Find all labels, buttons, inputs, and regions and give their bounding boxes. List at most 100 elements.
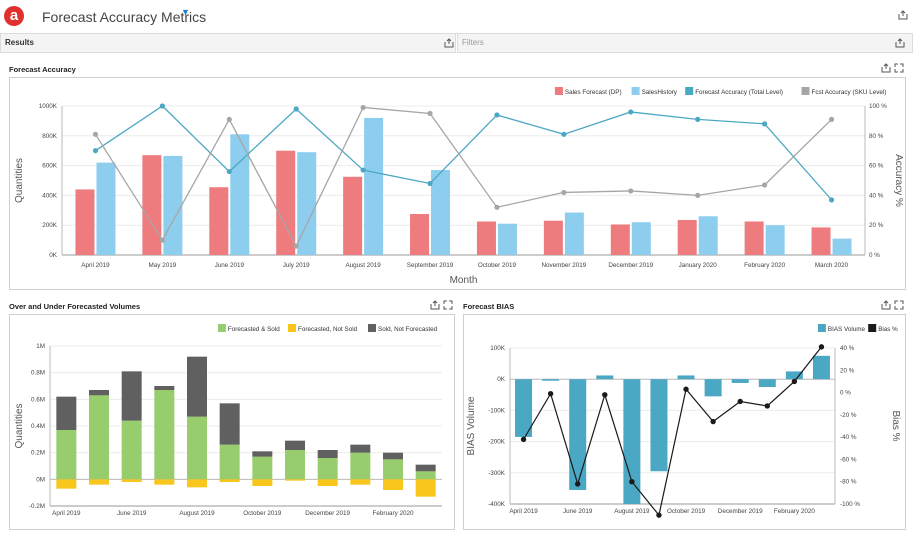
- y2-tick-label: 20 %: [840, 367, 855, 374]
- line-point: [683, 386, 689, 392]
- line-point: [494, 112, 500, 118]
- y-tick-label: 800K: [42, 133, 58, 140]
- legend-swatch: [554, 87, 563, 95]
- bar: [96, 162, 116, 255]
- filter-icon[interactable]: ▼: [181, 7, 190, 17]
- export-icon[interactable]: [881, 63, 891, 73]
- x-tick-label: April 2019: [52, 510, 81, 517]
- bar: [252, 451, 273, 457]
- bar: [698, 216, 718, 255]
- legend-swatch: [685, 87, 694, 95]
- maximize-icon[interactable]: [894, 63, 904, 73]
- x-tick-label: July 2019: [283, 262, 310, 269]
- line-point: [92, 148, 99, 154]
- line-point: [791, 378, 798, 385]
- panel-title-forecast-bias: Forecast BIAS: [463, 302, 515, 311]
- x-tick-label: June 2019: [117, 510, 147, 517]
- maximize-icon[interactable]: [443, 300, 453, 310]
- line-point: [828, 116, 835, 123]
- bar: [515, 379, 533, 437]
- legend-label: Forecasted, Not Sold: [298, 326, 358, 333]
- results-label: Results: [5, 38, 34, 47]
- line-point: [695, 116, 701, 123]
- bar: [812, 355, 830, 380]
- line-point: [828, 197, 835, 203]
- bar: [765, 225, 785, 255]
- line-point: [293, 243, 299, 249]
- y-tick-label: 600K: [42, 163, 58, 170]
- x-tick-label: August 2019: [179, 510, 215, 517]
- filters-strip: Filters: [457, 33, 913, 53]
- bar: [476, 221, 496, 255]
- top-bar: a Forecast Accuracy Metrics ▼: [0, 0, 913, 34]
- bar: [187, 479, 207, 488]
- line-point: [575, 481, 581, 487]
- y2-tick-label: 60 %: [869, 163, 884, 170]
- y-tick-label: -400K: [488, 501, 506, 508]
- line-point: [628, 109, 634, 115]
- x-tick-label: October 2019: [478, 262, 517, 269]
- export-icon[interactable]: [430, 300, 440, 310]
- forecast-bias-svg: -400K -300K -200K -100K 0K 100K -100 % -80 % -60…: [466, 324, 901, 518]
- bar: [383, 452, 403, 460]
- legend-swatch: [817, 324, 826, 332]
- export-icon[interactable]: [895, 38, 905, 48]
- legend-swatch: [368, 324, 376, 332]
- y2-tick-label: -60 %: [840, 456, 857, 463]
- chart-over-under: -0.2M 0M 0.2M 0.4M 0.6M 0.8M 1M April 2019 June …: [9, 314, 455, 530]
- maximize-icon[interactable]: [894, 300, 904, 310]
- y-tick-label: 1000K: [39, 103, 58, 110]
- export-icon[interactable]: [881, 300, 891, 310]
- forecast-accuracy-svg: 0K 200K 400K 600K 800K 1000K 0 % 20 % 40 % 60 % 80…: [14, 87, 904, 286]
- bar: [650, 379, 668, 472]
- bar: [415, 471, 436, 480]
- y-tick-label: 400K: [42, 192, 58, 199]
- series-line: [95, 105, 833, 201]
- legend-label: Forecast Accuracy (Total Level): [695, 89, 783, 96]
- bar: [230, 134, 250, 255]
- bar: [89, 390, 109, 396]
- bar: [415, 479, 436, 497]
- app-logo[interactable]: a: [4, 6, 24, 26]
- y-tick-label: -100K: [488, 407, 506, 414]
- legend-label: SalesHistory: [642, 89, 678, 96]
- bar: [56, 479, 77, 489]
- panel-title-over-under: Over and Under Forecasted Volumes: [9, 302, 141, 311]
- bar: [209, 187, 229, 255]
- bar: [364, 117, 384, 255]
- export-icon[interactable]: [444, 38, 454, 48]
- line-point: [628, 188, 634, 194]
- bar: [154, 390, 175, 480]
- y-axis-title: Quantities: [14, 403, 25, 448]
- line-point: [762, 182, 768, 188]
- bar: [350, 452, 371, 480]
- y-tick-label: 0.4M: [31, 423, 45, 430]
- export-icon[interactable]: [898, 10, 908, 20]
- y-tick-label: 0.8M: [31, 370, 45, 377]
- y-tick-label: -0.2M: [29, 503, 45, 510]
- bar: [163, 155, 183, 255]
- line-point: [226, 168, 232, 175]
- panel-title-forecast-accuracy: Forecast Accuracy: [9, 65, 76, 74]
- x-tick-label: October 2019: [243, 510, 282, 517]
- x-tick-label: December 2019: [718, 508, 763, 515]
- y2-tick-label: 0 %: [869, 252, 880, 259]
- x-tick-label: August 2019: [614, 508, 650, 515]
- line-point: [561, 131, 567, 137]
- y2-tick-label: 40 %: [840, 345, 855, 352]
- bar: [297, 152, 317, 255]
- bar: [317, 450, 338, 458]
- legend-swatch: [868, 324, 877, 332]
- bar: [187, 356, 207, 417]
- chart-forecast-accuracy: 0K 200K 400K 600K 800K 1000K 0 % 20 % 40 % 60 % 80…: [9, 77, 906, 290]
- y-tick-label: -300K: [488, 470, 506, 477]
- bar: [410, 214, 430, 255]
- x-tick-label: December 2019: [608, 262, 653, 269]
- bar: [569, 379, 587, 490]
- line-point: [427, 110, 433, 117]
- x-tick-label: April 2019: [81, 262, 110, 269]
- bar: [219, 479, 240, 482]
- over-under-svg: -0.2M 0M 0.2M 0.4M 0.6M 0.8M 1M April 2019 June …: [14, 324, 442, 517]
- bar: [623, 379, 641, 504]
- line-point: [293, 106, 299, 112]
